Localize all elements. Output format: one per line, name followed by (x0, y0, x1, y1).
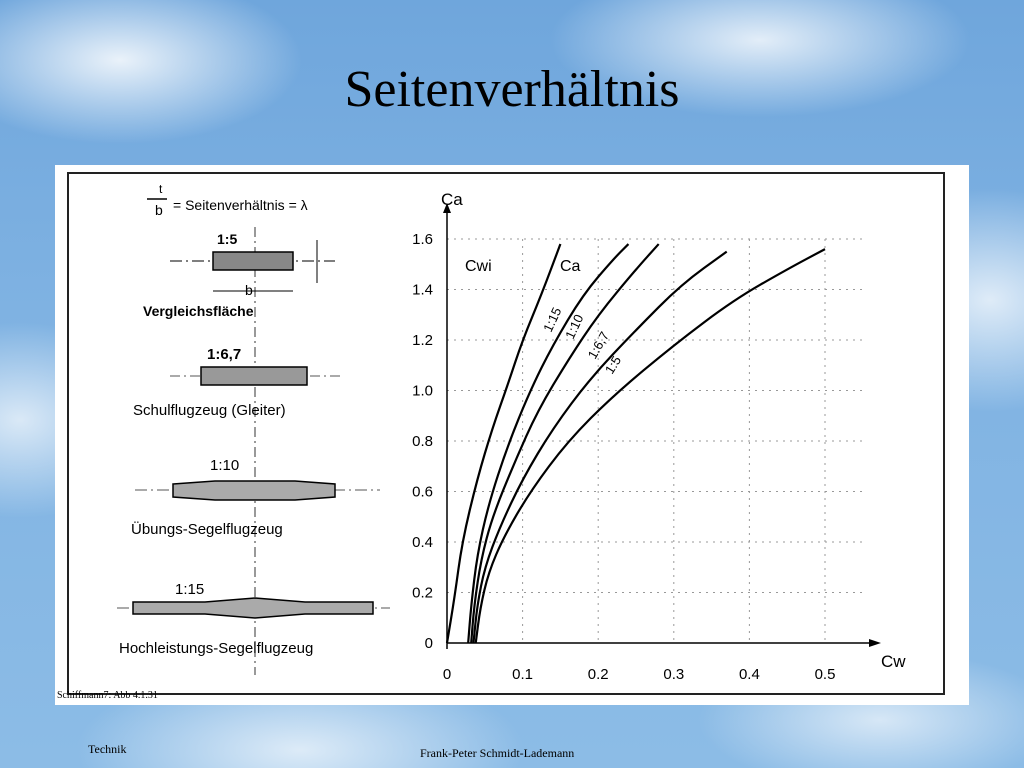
x-tick-label: 0.3 (663, 666, 684, 683)
wing-ratio-1-10: 1:10 (210, 457, 239, 474)
formula-text: = Seitenverhältnis = λ (173, 197, 308, 213)
curve-label-cwi: Cwi (465, 258, 492, 275)
y-tick-label: 0.8 (412, 433, 433, 450)
figure-svg: t b = Seitenverhältnis = λ 1:5 b Verglei… (67, 172, 945, 695)
figure-caption: Schiffmann7: Abb 4.1.31 (57, 690, 158, 701)
formula-numerator: t (159, 182, 163, 196)
x-tick-label: 0 (443, 666, 451, 683)
chart-ticks: 0 0.1 0.2 0.3 0.4 0.5 0 0.2 0.4 0.6 0.8 1.0 1.2 1.4 1.… (412, 231, 835, 683)
y-tick-label: 0.6 (412, 484, 433, 501)
wing-shape-1-5 (212, 251, 294, 271)
series-line-1-10 (470, 243, 660, 644)
wing-ratio-1-5: 1:5 (217, 231, 237, 247)
wing-b-label: b (245, 282, 253, 298)
chart-axes (443, 203, 881, 649)
y-axis-arrow (443, 203, 451, 213)
wing-shape-1-15 (132, 597, 374, 619)
chart-grid (447, 238, 865, 643)
x-tick-label: 0.4 (739, 666, 760, 683)
y-tick-label: 0 (425, 635, 433, 652)
wing-label-1-5: Vergleichsfläche (143, 303, 254, 319)
x-tick-label: 0.5 (815, 666, 836, 683)
footer-center: Frank-Peter Schmidt-Lademann (420, 746, 575, 760)
curve-label-1-5: 1:5 (602, 353, 624, 376)
wing-ratio-1-15: 1:15 (175, 581, 204, 598)
curve-label-ca: Ca (560, 258, 581, 275)
y-tick-label: 1.4 (412, 282, 433, 299)
x-axis-label: Cw (881, 652, 906, 671)
y-tick-label: 1.0 (412, 383, 433, 400)
x-tick-label: 0.2 (588, 666, 609, 683)
formula-denominator: b (155, 202, 163, 218)
wing-shape-1-6-7 (200, 366, 308, 386)
wing-label-1-10: Übungs-Segelflugzeug (131, 520, 283, 538)
wing-label-1-15: Hochleistungs-Segelflugzeug (119, 640, 313, 657)
slide-title: Seitenverhältnis (344, 61, 680, 118)
chart-series (445, 243, 826, 644)
polar-chart: 0 0.1 0.2 0.3 0.4 0.5 0 0.2 0.4 0.6 0.8 1.0 1.2 1.4 1.… (412, 190, 906, 683)
y-tick-label: 1.6 (412, 231, 433, 248)
series-line-1-15 (467, 243, 630, 644)
wing-label-1-6-7: Schulflugzeug (Gleiter) (133, 402, 286, 419)
figure-panel: t b = Seitenverhältnis = λ 1:5 b Verglei… (55, 165, 969, 705)
figure-frame (67, 172, 945, 695)
footer-left: Technik (88, 742, 127, 756)
y-tick-label: 0.2 (412, 585, 433, 602)
wing-diagrams: t b = Seitenverhältnis = λ 1:5 b Verglei… (117, 182, 390, 675)
y-axis-label: Ca (441, 190, 463, 209)
y-tick-label: 0.4 (412, 534, 433, 551)
y-tick-label: 1.2 (412, 332, 433, 349)
series-line-1-6-7 (472, 250, 728, 644)
series-line-1-5 (474, 248, 826, 644)
x-tick-label: 0.1 (512, 666, 533, 683)
wing-shape-1-10 (172, 480, 336, 501)
x-axis-arrow (869, 639, 881, 647)
curve-label-1-6-7: 1:6,7 (585, 329, 612, 362)
series-line-cwi (445, 243, 562, 644)
wing-ratio-1-6-7: 1:6,7 (207, 346, 241, 363)
